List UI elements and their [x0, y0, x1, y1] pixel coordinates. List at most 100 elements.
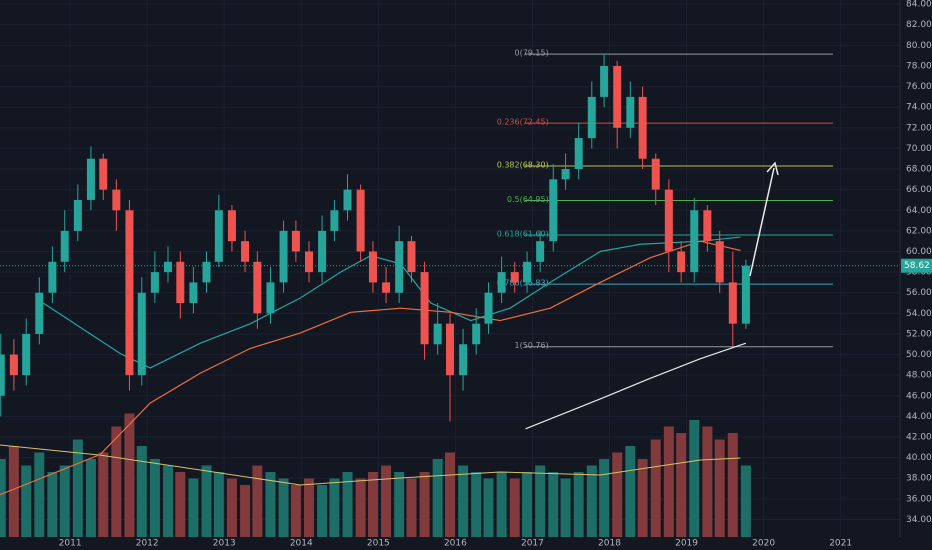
volume-bar — [394, 472, 405, 537]
volume-bar — [676, 433, 687, 537]
volume-bar — [419, 472, 430, 537]
y-tick-label: 56.00 — [906, 288, 932, 298]
y-tick-label: 50.00 — [906, 350, 932, 360]
y-tick-label: 84.00 — [906, 0, 932, 10]
volume-bar — [290, 485, 301, 537]
candle-body — [664, 189, 673, 252]
arrow-shaft — [749, 167, 775, 277]
volume-bar — [162, 465, 173, 537]
volume-bar — [188, 478, 199, 537]
time-axis — [0, 537, 900, 550]
candle-body — [472, 323, 481, 345]
candle-body — [382, 282, 391, 293]
volume-bar — [34, 452, 45, 537]
x-tick-label: 2020 — [752, 539, 775, 549]
x-tick-label: 2016 — [444, 539, 467, 549]
volume-bar — [483, 478, 494, 537]
volume-bar — [303, 478, 314, 537]
y-tick-label: 38.00 — [906, 474, 932, 484]
volume-bar — [406, 478, 417, 537]
fib-label: 0.618(61.60) — [497, 230, 549, 239]
fib-label: 0.382(68.30) — [497, 160, 549, 169]
y-tick-label: 44.00 — [906, 412, 932, 422]
volume-average — [0, 444, 741, 486]
candle-body — [176, 261, 185, 304]
candle-body — [484, 292, 493, 324]
volume-bar — [85, 459, 96, 537]
candle-body — [35, 292, 44, 334]
arrow-annotation — [749, 161, 779, 277]
volume-bar — [124, 413, 135, 537]
y-tick-label: 78.00 — [906, 61, 932, 71]
last-price-tag — [901, 258, 932, 273]
candle-body — [150, 272, 159, 293]
candle-body — [343, 189, 352, 211]
y-tick-label: 80.00 — [906, 41, 932, 51]
volume-bar — [702, 426, 713, 537]
candle-body — [330, 210, 339, 231]
x-tick-label: 2019 — [675, 539, 698, 549]
volume-bar — [612, 452, 623, 537]
x-tick-label: 2018 — [598, 539, 621, 549]
fib-layer: 0(79.15) 0.236(72.45) 0.382(68.30) 0.5(64.9… — [497, 49, 833, 350]
fib-label: 0(79.15) — [515, 49, 549, 58]
candle-body — [227, 210, 236, 242]
volume-bar — [625, 446, 636, 537]
y-tick-label: 40.00 — [906, 453, 932, 463]
candle-body — [86, 158, 95, 200]
candle-body — [703, 210, 712, 242]
candle-body — [73, 199, 82, 231]
y-tick-label: 72.00 — [906, 123, 932, 133]
candle-body — [420, 272, 429, 345]
candle-body — [137, 292, 146, 376]
y-tick-label: 52.00 — [906, 329, 932, 339]
y-tick-label: 60.00 — [906, 247, 932, 257]
volume-bar — [213, 472, 224, 537]
volume-bar — [471, 472, 482, 537]
volume-bar — [175, 472, 186, 537]
candle-body — [433, 323, 442, 345]
volume-bar — [278, 478, 289, 537]
candle-body — [241, 241, 250, 262]
volume-bar — [560, 478, 571, 537]
volume-bar — [8, 446, 19, 537]
volume-bar — [252, 465, 263, 537]
x-tick-label: 2014 — [290, 539, 313, 549]
volume-bar — [367, 472, 378, 537]
candle-body — [587, 96, 596, 139]
volume-bar — [59, 465, 70, 537]
last-price-label: 58.62 — [904, 261, 930, 271]
volume-bar — [740, 465, 751, 537]
candle-body — [574, 138, 583, 170]
candle-body — [266, 282, 275, 314]
candle-body — [22, 333, 31, 376]
x-tick-label: 2017 — [521, 539, 544, 549]
candle-body — [356, 189, 365, 252]
candle-body — [651, 158, 660, 190]
candle-body — [368, 251, 377, 283]
fib-label: 0.786(56.83) — [497, 279, 549, 288]
x-tick-label: 2011 — [59, 539, 82, 549]
candle-body — [99, 158, 108, 190]
candle-body — [189, 282, 198, 304]
volume-bar — [47, 472, 58, 537]
candle-body — [690, 210, 699, 273]
volume-bar — [727, 433, 738, 537]
candle-body — [459, 344, 468, 376]
volume-bar — [265, 472, 276, 537]
candle-body — [549, 179, 558, 242]
candle-body — [279, 230, 288, 283]
x-tick-label: 2012 — [136, 539, 159, 549]
price-axis — [900, 0, 932, 550]
candle-body — [638, 96, 647, 159]
candle-layer — [0, 54, 900, 422]
volume-bar — [458, 465, 469, 537]
candle-body — [536, 241, 545, 262]
candle-body — [214, 210, 223, 262]
volume-bar — [149, 459, 160, 537]
volume-bar — [201, 465, 212, 537]
candle-body — [60, 230, 69, 262]
y-tick-label: 54.00 — [906, 309, 932, 319]
candle-body — [291, 230, 300, 252]
volume-bar — [226, 478, 237, 537]
